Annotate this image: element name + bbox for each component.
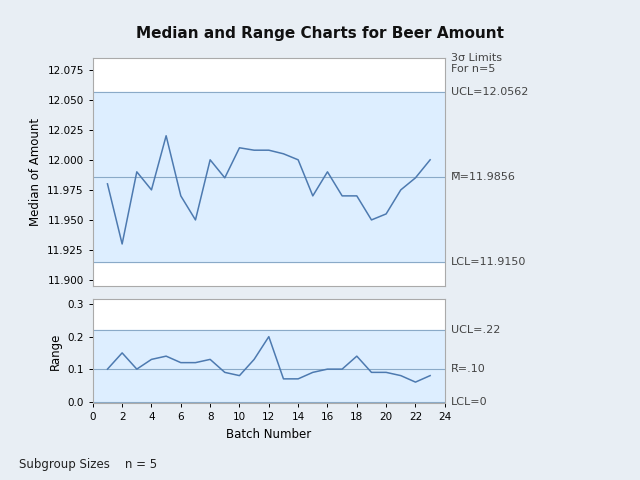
Y-axis label: Range: Range xyxy=(49,333,61,370)
Bar xyxy=(93,330,445,402)
Text: M̅=11.9856: M̅=11.9856 xyxy=(451,172,516,182)
Text: R̅=.10: R̅=.10 xyxy=(451,364,486,374)
Text: 3σ Limits
For n=5: 3σ Limits For n=5 xyxy=(451,53,502,74)
Y-axis label: Median of Amount: Median of Amount xyxy=(29,118,42,226)
Text: LCL=0: LCL=0 xyxy=(451,396,488,407)
Bar xyxy=(93,92,445,262)
Text: UCL=.22: UCL=.22 xyxy=(451,325,500,335)
Text: LCL=11.9150: LCL=11.9150 xyxy=(451,257,527,267)
Text: UCL=12.0562: UCL=12.0562 xyxy=(451,87,529,97)
Text: Subgroup Sizes    n = 5: Subgroup Sizes n = 5 xyxy=(19,458,157,471)
Text: Median and Range Charts for Beer Amount: Median and Range Charts for Beer Amount xyxy=(136,26,504,41)
X-axis label: Batch Number: Batch Number xyxy=(226,428,312,441)
